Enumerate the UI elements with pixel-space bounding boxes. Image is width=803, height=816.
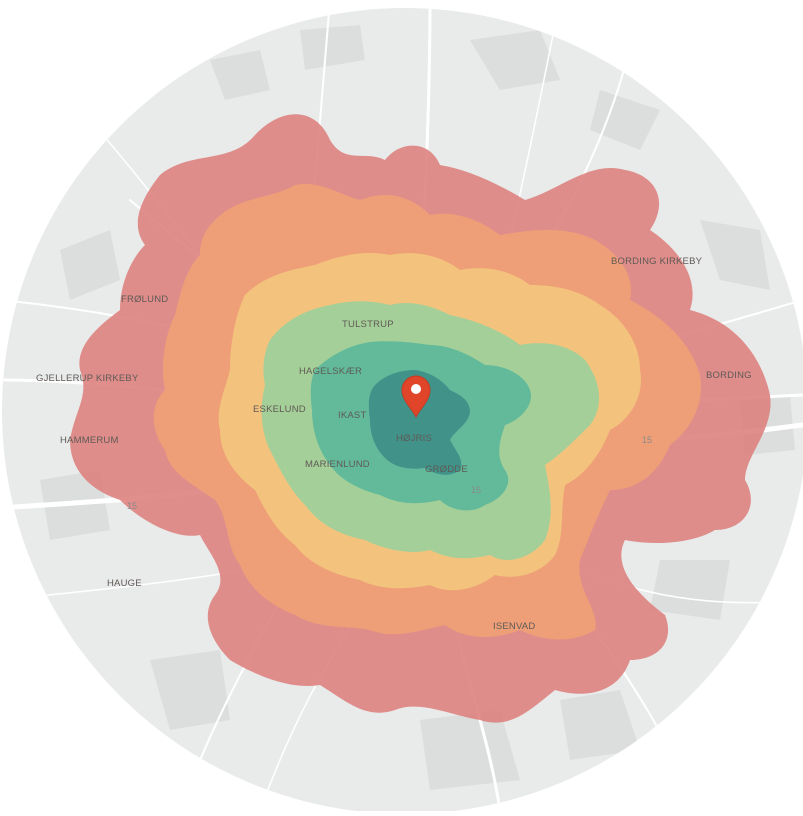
road-labels: 15 15 15	[127, 435, 652, 511]
map-pin-icon[interactable]	[401, 375, 431, 419]
isochrone-zone-1	[368, 370, 470, 475]
place-label-gjellerup-kirkeby: GJELLERUP KIRKEBY	[36, 373, 139, 384]
place-label-tulstrup: TULSTRUP	[342, 319, 394, 330]
place-label-hagelskaer: HAGELSKÆR	[299, 366, 362, 377]
place-label-frolund: FRØLUND	[121, 294, 168, 305]
basemap-fields	[40, 25, 795, 790]
place-label-eskelund: ESKELUND	[253, 404, 306, 415]
road-label-15-center: 15	[471, 485, 481, 495]
place-label-ikast: IKAST	[338, 410, 366, 421]
place-label-horis: HØJRIS	[396, 433, 432, 444]
place-label-hauge: HAUGE	[107, 578, 142, 589]
road-label-15-east: 15	[642, 435, 652, 445]
map-pin-dot	[411, 384, 421, 394]
place-label-isenvad: ISENVAD	[493, 621, 535, 632]
place-label-marienlund: MARIENLUND	[305, 459, 370, 470]
place-label-hammerum: HAMMERUM	[60, 435, 119, 446]
place-label-bording: BORDING	[706, 370, 752, 381]
place-label-grodde: GRØDDE	[425, 464, 468, 475]
isochrone-zones	[70, 114, 771, 723]
place-label-bording-kirkeby: BORDING KIRKEBY	[611, 256, 703, 267]
place-labels: BORDING KIRKEBY FRØLUND TULSTRUP GJELLER…	[36, 256, 752, 632]
road-label-15-west: 15	[127, 501, 137, 511]
